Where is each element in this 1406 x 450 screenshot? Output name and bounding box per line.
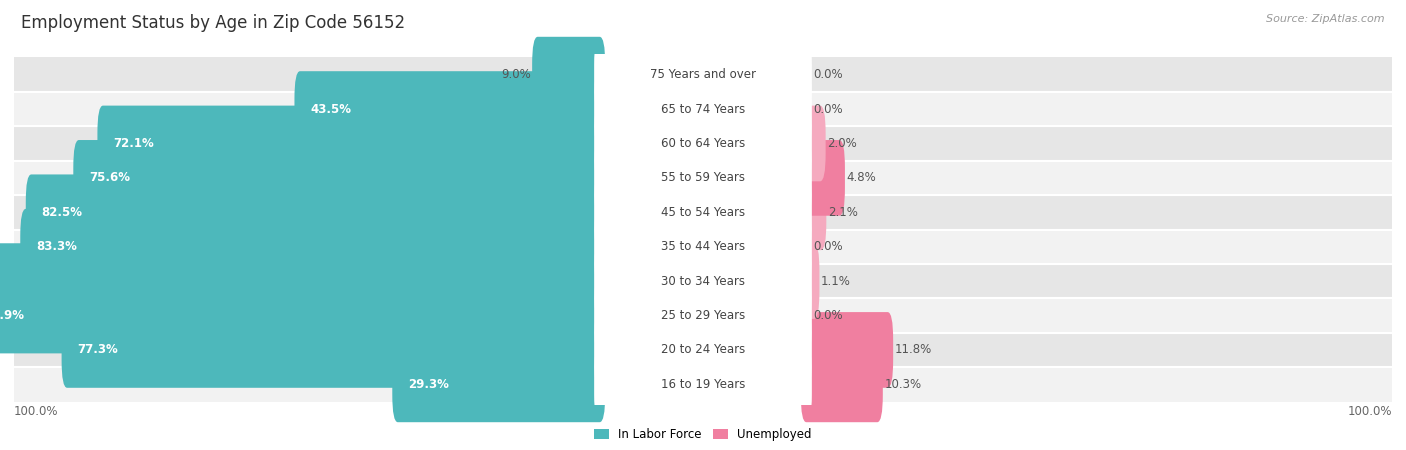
Text: 75 Years and over: 75 Years and over <box>650 68 756 81</box>
Text: 100.0%: 100.0% <box>14 405 59 418</box>
Bar <box>14 58 1392 92</box>
Text: 43.5%: 43.5% <box>311 103 352 116</box>
Text: 100.0%: 100.0% <box>1347 405 1392 418</box>
Text: 2.1%: 2.1% <box>828 206 858 219</box>
Bar <box>14 333 1392 367</box>
FancyBboxPatch shape <box>0 278 605 353</box>
FancyBboxPatch shape <box>595 71 811 147</box>
FancyBboxPatch shape <box>73 140 605 216</box>
Text: 0.0%: 0.0% <box>813 68 842 81</box>
FancyBboxPatch shape <box>20 209 605 284</box>
FancyBboxPatch shape <box>62 312 605 388</box>
FancyBboxPatch shape <box>97 106 605 181</box>
Text: 45 to 54 Years: 45 to 54 Years <box>661 206 745 219</box>
FancyBboxPatch shape <box>801 312 893 388</box>
Text: 29.3%: 29.3% <box>408 378 449 391</box>
FancyBboxPatch shape <box>595 243 811 319</box>
Text: 9.0%: 9.0% <box>501 68 531 81</box>
Text: 75.6%: 75.6% <box>89 171 131 184</box>
FancyBboxPatch shape <box>801 346 883 422</box>
Text: 30 to 34 Years: 30 to 34 Years <box>661 274 745 288</box>
FancyBboxPatch shape <box>595 140 811 216</box>
Text: 83.3%: 83.3% <box>37 240 77 253</box>
Text: 77.3%: 77.3% <box>77 343 118 356</box>
FancyBboxPatch shape <box>595 209 811 284</box>
Text: 55 to 59 Years: 55 to 59 Years <box>661 171 745 184</box>
Text: 1.1%: 1.1% <box>821 274 851 288</box>
FancyBboxPatch shape <box>595 106 811 181</box>
Bar <box>14 367 1392 401</box>
Text: Source: ZipAtlas.com: Source: ZipAtlas.com <box>1267 14 1385 23</box>
Bar <box>14 92 1392 126</box>
FancyBboxPatch shape <box>595 175 811 250</box>
Bar <box>14 126 1392 161</box>
FancyBboxPatch shape <box>595 37 811 112</box>
Text: 0.0%: 0.0% <box>813 103 842 116</box>
FancyBboxPatch shape <box>294 71 605 147</box>
FancyBboxPatch shape <box>801 140 845 216</box>
Text: 90.9%: 90.9% <box>0 309 25 322</box>
Text: 2.0%: 2.0% <box>827 137 856 150</box>
Bar <box>14 230 1392 264</box>
Text: 25 to 29 Years: 25 to 29 Years <box>661 309 745 322</box>
Legend: In Labor Force, Unemployed: In Labor Force, Unemployed <box>595 428 811 441</box>
Text: 0.0%: 0.0% <box>813 309 842 322</box>
Text: 65 to 74 Years: 65 to 74 Years <box>661 103 745 116</box>
FancyBboxPatch shape <box>595 312 811 388</box>
FancyBboxPatch shape <box>595 278 811 353</box>
Text: Employment Status by Age in Zip Code 56152: Employment Status by Age in Zip Code 561… <box>21 14 405 32</box>
FancyBboxPatch shape <box>531 37 605 112</box>
Text: 35 to 44 Years: 35 to 44 Years <box>661 240 745 253</box>
FancyBboxPatch shape <box>0 243 605 319</box>
Text: 82.5%: 82.5% <box>42 206 83 219</box>
FancyBboxPatch shape <box>595 346 811 422</box>
Text: 16 to 19 Years: 16 to 19 Years <box>661 378 745 391</box>
Text: 72.1%: 72.1% <box>114 137 155 150</box>
FancyBboxPatch shape <box>801 106 825 181</box>
FancyBboxPatch shape <box>392 346 605 422</box>
Text: 60 to 64 Years: 60 to 64 Years <box>661 137 745 150</box>
Text: 0.0%: 0.0% <box>813 240 842 253</box>
Text: 10.3%: 10.3% <box>884 378 921 391</box>
Text: 20 to 24 Years: 20 to 24 Years <box>661 343 745 356</box>
FancyBboxPatch shape <box>25 175 605 250</box>
Bar <box>14 195 1392 230</box>
Bar <box>14 298 1392 333</box>
Bar <box>14 161 1392 195</box>
Text: 11.8%: 11.8% <box>894 343 932 356</box>
FancyBboxPatch shape <box>801 243 820 319</box>
FancyBboxPatch shape <box>801 175 827 250</box>
Text: 4.8%: 4.8% <box>846 171 876 184</box>
Bar <box>14 264 1392 298</box>
